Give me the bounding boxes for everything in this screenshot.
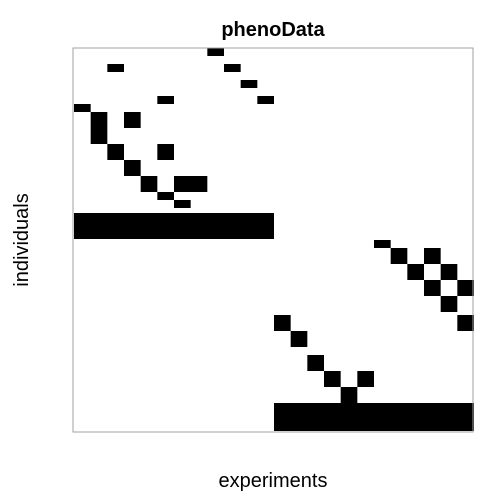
x-axis-label: experiments — [219, 470, 328, 492]
heatmap-cell — [157, 96, 174, 104]
y-axis-label: individuals — [11, 193, 33, 286]
heatmap-cell — [424, 280, 441, 296]
heatmap-cell — [257, 96, 274, 104]
heatmap-cell — [74, 104, 91, 112]
heatmap-cell — [457, 315, 474, 331]
heatmap-cell — [390, 248, 408, 264]
heatmap-cell — [174, 176, 208, 192]
heatmap-cell — [374, 240, 391, 248]
heatmap-cell — [240, 80, 258, 88]
heatmap-cell — [340, 387, 358, 403]
heatmap-cell — [457, 280, 474, 296]
chart-title: phenoData — [221, 19, 325, 41]
cell-layer — [74, 48, 474, 431]
heatmap-cell — [157, 192, 174, 200]
heatmap-cell — [124, 160, 141, 176]
heatmap-cell — [174, 200, 191, 208]
heatmap-cell — [274, 315, 291, 331]
heatmap-cell — [107, 64, 124, 72]
heatmap-cell — [307, 355, 324, 371]
heatmap-cell — [424, 248, 441, 264]
heatmap-cell — [440, 264, 458, 280]
heatmap-cell — [290, 331, 308, 347]
heatmap-cell — [207, 48, 224, 56]
heatmap-cell — [324, 371, 341, 387]
heatmap-cell — [407, 264, 424, 280]
heatmap-cell — [274, 403, 474, 431]
heatmap-cell — [157, 144, 174, 160]
heatmap-cell — [140, 176, 158, 192]
heatmap-cell — [107, 144, 124, 160]
heatmap-cell — [224, 64, 241, 72]
heatmap-cell — [440, 296, 458, 312]
plot-frame — [72, 47, 474, 433]
heatmap-cell — [90, 128, 108, 144]
heatmap-cell — [74, 213, 274, 239]
heatmap-cell — [124, 112, 141, 128]
heatmap-cell — [90, 112, 108, 128]
heatmap-cell — [357, 371, 374, 387]
